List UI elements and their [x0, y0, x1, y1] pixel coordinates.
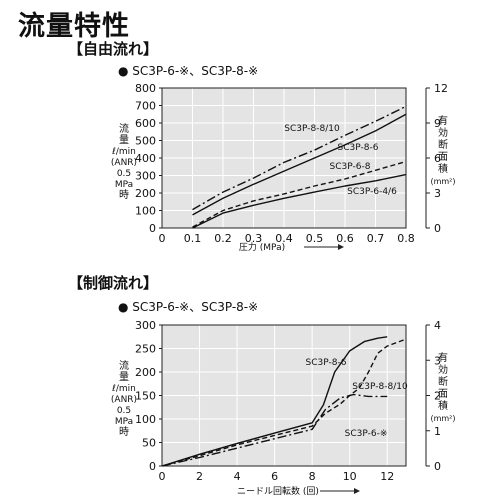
page-title: 流量特性 — [18, 11, 130, 42]
y-axis-label: (ANR) — [111, 395, 137, 405]
y-axis-label: ℓ/min — [111, 147, 136, 157]
x-tick-label: 0.1 — [184, 232, 202, 245]
y-axis-label: 時 — [119, 426, 129, 438]
y-tick-label: 250 — [135, 343, 156, 356]
x-tick-label: 2 — [196, 470, 203, 483]
y-tick-label: 0 — [149, 460, 156, 473]
y2-tick-label: 9 — [434, 117, 441, 130]
x-tick-label: 4 — [234, 470, 241, 483]
y2-tick-label: 3 — [434, 187, 441, 200]
x-axis-label: ニードル回転数 (回) — [237, 485, 319, 497]
y2-axis-label: 効 — [438, 363, 448, 376]
x-tick-label: 12 — [380, 470, 394, 483]
x-tick-label: 10 — [343, 470, 357, 483]
series-line-sc3p-8-6 — [161, 336, 388, 467]
series-label: SC3P-8-8/10 — [352, 382, 408, 392]
section-title-control-flow: 【制御流れ】 — [68, 274, 159, 292]
y-tick-label: 100 — [135, 413, 156, 426]
y2-tick-label: 2 — [434, 390, 441, 403]
x-tick-label: 0.4 — [275, 232, 293, 245]
x-tick-label: 0.7 — [367, 232, 385, 245]
x-axis-arrow-head — [338, 244, 344, 250]
y2-axis-label: 有 — [438, 351, 448, 364]
free-flow-model-caption: ● SC3P-6-※、SC3P-8-※ — [118, 64, 259, 78]
series-label: SC3P-8-6 — [338, 143, 379, 153]
y-tick-label: 800 — [135, 82, 156, 95]
x-axis-label: 圧力 (MPa) — [239, 241, 285, 253]
y2-axis-label: 面 — [438, 389, 448, 400]
y-tick-label: 700 — [135, 100, 156, 113]
y-axis-label: MPa — [115, 180, 133, 190]
y-tick-label: 300 — [135, 319, 156, 332]
y-axis-label: 量 — [119, 371, 129, 383]
y-axis-label: 量 — [119, 134, 129, 146]
series-line-sc3p-6-4-6 — [192, 173, 407, 229]
y-axis-label: 流 — [119, 122, 129, 135]
y2-tick-label: 1 — [434, 425, 441, 438]
y2-tick-label: 0 — [434, 222, 441, 235]
y-axis-label: 0.5 — [117, 169, 131, 179]
y2-axis-label: 面 — [438, 152, 448, 163]
section-title-free-flow: 【自由流れ】 — [68, 40, 159, 58]
y-tick-label: 200 — [135, 187, 156, 200]
y2-axis-label: (mm²) — [430, 414, 455, 423]
y-tick-label: 600 — [135, 117, 156, 130]
x-tick-label: 6 — [271, 470, 278, 483]
control-flow-model-caption: ● SC3P-6-※、SC3P-8-※ — [118, 300, 259, 314]
x-tick-label: 0.5 — [306, 232, 324, 245]
y-axis-label: (ANR) — [111, 158, 137, 168]
y-tick-label: 0 — [149, 222, 156, 235]
y-tick-label: 500 — [135, 135, 156, 148]
y2-tick-label: 12 — [434, 82, 448, 95]
y-axis-label: 時 — [119, 189, 129, 201]
y-tick-label: 50 — [142, 437, 156, 450]
series-line-sc3p-6- — [161, 393, 388, 467]
y-axis-label: ℓ/min — [111, 384, 136, 394]
y-tick-label: 400 — [135, 152, 156, 165]
y2-tick-label: 4 — [434, 319, 441, 332]
y-tick-label: 150 — [135, 390, 156, 403]
x-tick-label: 0.8 — [397, 232, 415, 245]
y-tick-label: 200 — [135, 366, 156, 379]
y2-axis-label: 効 — [438, 126, 448, 139]
y-tick-label: 300 — [135, 170, 156, 183]
series-line-sc3p-6-8 — [192, 160, 407, 228]
series-label: SC3P-6-※ — [345, 429, 388, 439]
x-tick-label: 0.6 — [336, 232, 354, 245]
y-axis-label: 0.5 — [117, 406, 131, 416]
x-axis-arrow-head — [354, 488, 360, 494]
y2-tick-label: 6 — [434, 152, 441, 165]
series-label: SC3P-6-8 — [330, 162, 371, 172]
series-line-sc3p-8-6 — [192, 113, 407, 216]
y2-tick-label: 0 — [434, 460, 441, 473]
y2-axis-label: 有 — [438, 114, 448, 127]
series-label: SC3P-8-8/10 — [284, 124, 340, 134]
y2-axis-label: 積 — [438, 399, 448, 412]
y-axis-label: 流 — [119, 359, 129, 372]
x-tick-label: 0 — [159, 232, 166, 245]
series-label: SC3P-6-4/6 — [347, 187, 397, 197]
x-tick-label: 0.3 — [245, 232, 263, 245]
y2-axis-label: 断 — [438, 138, 448, 151]
y2-axis-label: (mm²) — [430, 177, 455, 186]
series-line-sc3p-8-8-10 — [192, 105, 407, 211]
x-tick-label: 0 — [159, 470, 166, 483]
x-tick-label: 8 — [309, 470, 316, 483]
y-tick-label: 100 — [135, 205, 156, 218]
y2-axis-label: 積 — [438, 162, 448, 175]
x-tick-label: 0.2 — [214, 232, 232, 245]
y2-tick-label: 3 — [434, 354, 441, 367]
y-axis-label: MPa — [115, 417, 133, 427]
series-label: SC3P-8-6 — [306, 358, 347, 368]
y2-axis-label: 断 — [438, 375, 448, 388]
